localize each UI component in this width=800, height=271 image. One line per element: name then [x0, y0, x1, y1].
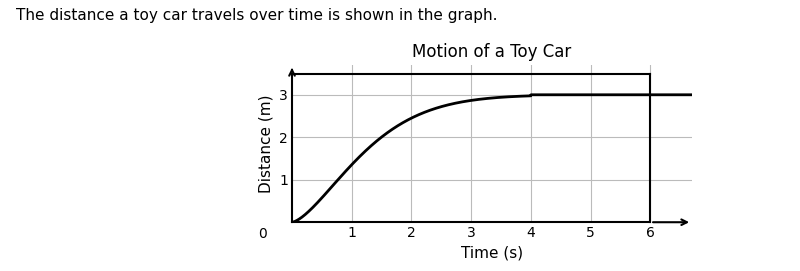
- X-axis label: Time (s): Time (s): [461, 246, 523, 261]
- Text: The distance a toy car travels over time is shown in the graph.: The distance a toy car travels over time…: [16, 8, 498, 23]
- Y-axis label: Distance (m): Distance (m): [258, 94, 274, 193]
- Text: 0: 0: [258, 227, 266, 241]
- Title: Motion of a Toy Car: Motion of a Toy Car: [412, 43, 572, 61]
